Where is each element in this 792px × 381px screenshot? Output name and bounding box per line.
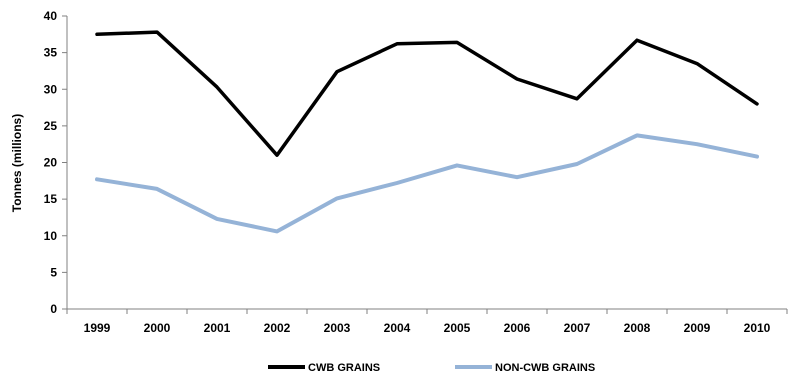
y-tick-label: 0	[50, 302, 57, 316]
y-tick-label: 10	[44, 229, 58, 243]
legend-label-cwb-grains: CWB GRAINS	[308, 362, 380, 374]
x-tick-label: 2008	[624, 321, 651, 335]
x-tick-label: 2003	[324, 321, 351, 335]
x-tick-label: 2001	[204, 321, 231, 335]
legend-label-non-cwb-grains: NON-CWB GRAINS	[495, 362, 595, 374]
x-tick-label: 2002	[264, 321, 291, 335]
x-tick-labels: 1999 2000 2001 2002 2003 2004 2005 2006 2007 2008…	[84, 321, 771, 335]
legend: CWB GRAINS NON-CWB GRAINS	[268, 362, 595, 374]
x-tick-label: 2006	[504, 321, 531, 335]
x-tick-label: 2007	[564, 321, 591, 335]
x-tick-label: 2009	[684, 321, 711, 335]
series-line-non-cwb-grains	[95, 133, 759, 234]
y-tick-label: 40	[44, 9, 58, 23]
x-tick-label: 2000	[144, 321, 171, 335]
y-tick-label: 15	[44, 192, 58, 206]
y-tick-label: 25	[44, 119, 58, 133]
x-tick-label: 2005	[444, 321, 471, 335]
axes	[62, 15, 788, 314]
series-lines	[95, 30, 759, 234]
y-tick-label: 5	[50, 265, 57, 279]
y-tick-labels: 0 5 10 15 20 25 30 35 40	[44, 9, 58, 316]
x-tick-label: 1999	[84, 321, 111, 335]
y-tick-label: 35	[44, 46, 58, 60]
x-tick-label: 2010	[744, 321, 771, 335]
y-tick-label: 30	[44, 82, 58, 96]
y-tick-label: 20	[44, 156, 58, 170]
series-line-cwb-grains	[95, 30, 759, 157]
y-axis-title: Tonnes (millions)	[10, 114, 24, 212]
x-tick-label: 2004	[384, 321, 411, 335]
